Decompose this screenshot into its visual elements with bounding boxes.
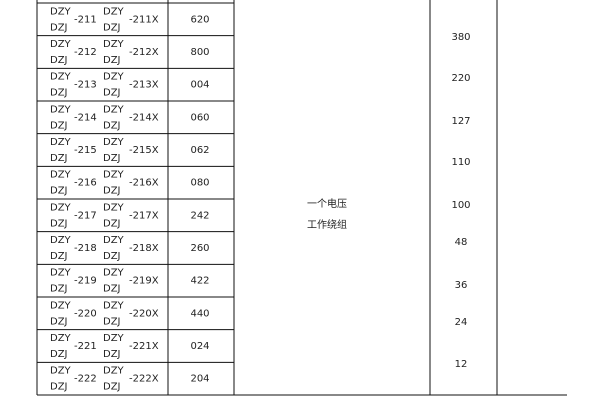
model-prefix: DZY <box>103 137 125 148</box>
model-suffix: -219 <box>74 276 97 287</box>
model-prefix: DZY <box>103 202 125 213</box>
model-prefix: DZJ <box>103 22 121 33</box>
model-prefix: DZY <box>103 6 125 17</box>
voltage: 110 <box>451 157 470 168</box>
model-suffix: -213X <box>129 80 159 91</box>
voltage: 100 <box>451 200 470 211</box>
model-prefix: DZY <box>50 137 72 148</box>
model-prefix: DZJ <box>103 186 121 197</box>
model-prefix: DZJ <box>50 88 68 99</box>
model-prefix: DZJ <box>103 251 121 262</box>
model-prefix: DZY <box>103 300 125 311</box>
model-suffix: -213 <box>74 80 97 91</box>
model-prefix: DZJ <box>103 218 121 229</box>
model-prefix: DZJ <box>103 284 121 295</box>
model-prefix: DZJ <box>50 153 68 164</box>
model-prefix: DZJ <box>50 251 68 262</box>
code: 204 <box>190 374 209 385</box>
model-suffix: -218 <box>74 243 97 254</box>
model-prefix: DZJ <box>103 120 121 131</box>
model-prefix: DZY <box>50 104 72 115</box>
model-prefix: DZY <box>103 366 125 377</box>
model-suffix: -216X <box>129 178 159 189</box>
model-prefix: DZY <box>103 39 125 50</box>
code: 422 <box>190 276 209 287</box>
code: 080 <box>190 178 209 189</box>
model-prefix: DZY <box>103 268 125 279</box>
code: 060 <box>190 112 209 123</box>
model-prefix: DZY <box>50 268 72 279</box>
model-prefix: DZY <box>50 235 72 246</box>
code: 242 <box>190 210 209 221</box>
model-suffix: -215X <box>129 145 159 156</box>
code: 024 <box>190 341 209 352</box>
code: 004 <box>190 80 209 91</box>
model-prefix: DZY <box>50 333 72 344</box>
model-prefix: DZY <box>103 104 125 115</box>
model-suffix: -220 <box>74 308 97 319</box>
model-suffix: -218X <box>129 243 159 254</box>
model-prefix: DZY <box>50 300 72 311</box>
model-prefix: DZJ <box>50 22 68 33</box>
model-prefix: DZY <box>103 235 125 246</box>
model-suffix: -219X <box>129 276 159 287</box>
model-prefix: DZJ <box>50 382 68 393</box>
model-prefix: DZJ <box>50 218 68 229</box>
winding-line: 工作绕组 <box>307 218 347 231</box>
model-suffix: -214X <box>129 112 159 123</box>
model-suffix: -211 <box>74 14 97 25</box>
voltage: 12 <box>455 359 468 370</box>
model-prefix: DZY <box>50 202 72 213</box>
code: 062 <box>190 145 209 156</box>
model-prefix: DZJ <box>103 349 121 360</box>
model-suffix: -217X <box>129 210 159 221</box>
code: 260 <box>190 243 209 254</box>
voltage: 36 <box>455 280 468 291</box>
voltage: 48 <box>455 237 468 248</box>
model-prefix: DZJ <box>103 88 121 99</box>
model-suffix: -212X <box>129 47 159 58</box>
model-suffix: -221 <box>74 341 97 352</box>
model-suffix: -211X <box>129 14 159 25</box>
model-prefix: DZY <box>50 39 72 50</box>
model-prefix: DZJ <box>103 316 121 327</box>
model-prefix: DZJ <box>103 382 121 393</box>
model-prefix: DZY <box>103 333 125 344</box>
voltage: 127 <box>451 116 470 127</box>
code: 800 <box>190 47 209 58</box>
model-prefix: DZJ <box>50 186 68 197</box>
model-suffix: -216 <box>74 178 97 189</box>
model-prefix: DZJ <box>103 55 121 66</box>
voltage: 380 <box>451 32 470 43</box>
model-suffix: -221X <box>129 341 159 352</box>
voltage: 24 <box>455 317 468 328</box>
model-suffix: -214 <box>74 112 97 123</box>
model-prefix: DZJ <box>50 120 68 131</box>
code: 440 <box>190 308 209 319</box>
model-suffix: -217 <box>74 210 97 221</box>
model-prefix: DZY <box>103 170 125 181</box>
model-prefix: DZJ <box>50 316 68 327</box>
voltage: 220 <box>451 73 470 84</box>
model-prefix: DZJ <box>103 153 121 164</box>
winding-line: 一个电压 <box>307 197 347 210</box>
model-prefix: DZY <box>103 72 125 83</box>
model-prefix: DZJ <box>50 349 68 360</box>
model-prefix: DZY <box>50 366 72 377</box>
model-suffix: -222X <box>129 374 159 385</box>
code: 620 <box>190 14 209 25</box>
model-prefix: DZY <box>50 6 72 17</box>
model-prefix: DZJ <box>50 284 68 295</box>
model-suffix: -222 <box>74 374 97 385</box>
model-prefix: DZY <box>50 72 72 83</box>
model-suffix: -220X <box>129 308 159 319</box>
model-suffix: -215 <box>74 145 97 156</box>
model-prefix: DZY <box>50 170 72 181</box>
model-prefix: DZJ <box>50 55 68 66</box>
model-suffix: -212 <box>74 47 97 58</box>
